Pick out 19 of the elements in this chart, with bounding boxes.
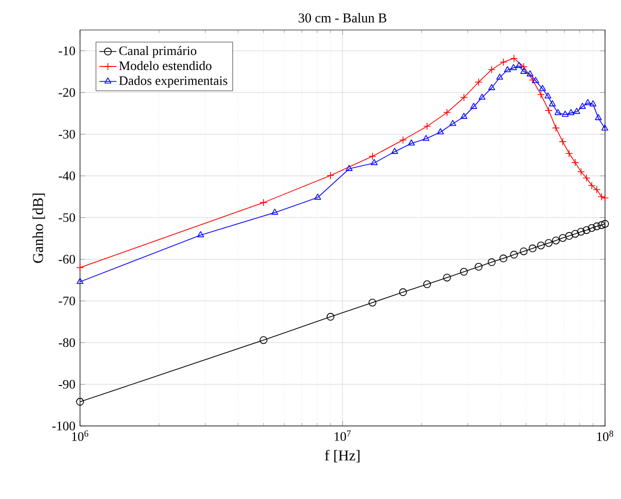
legend-label: Modelo estendido (119, 60, 212, 70)
y-tick-label: -70 (58, 296, 76, 306)
chart-title: 30 cm - Balun B (298, 13, 386, 22)
legend-label: Dados experimentais (119, 76, 228, 88)
x-tick-label: 10$^{8}$ (597, 430, 614, 441)
y-tick-label: -20 (58, 88, 76, 97)
y-tick-label: -10 (58, 46, 76, 56)
x-tick-label: 10$^{6}$ (72, 430, 88, 441)
x-tick-label: 10$^{7}$ (334, 430, 351, 441)
y-tick-label: -50 (58, 213, 76, 222)
y-tick-label: -100 (52, 422, 76, 430)
y-tick-label: -30 (58, 130, 76, 139)
y-tick-label: -40 (58, 172, 76, 180)
legend-label: Canal primário (119, 46, 196, 58)
x-axis-title: f [Hz] (324, 450, 360, 462)
y-tick-label: -80 (58, 338, 76, 347)
y-tick-label: -60 (58, 254, 76, 264)
y-tick-label: -90 (58, 380, 76, 389)
y-axis-title: Ganho [dB] (32, 194, 45, 263)
